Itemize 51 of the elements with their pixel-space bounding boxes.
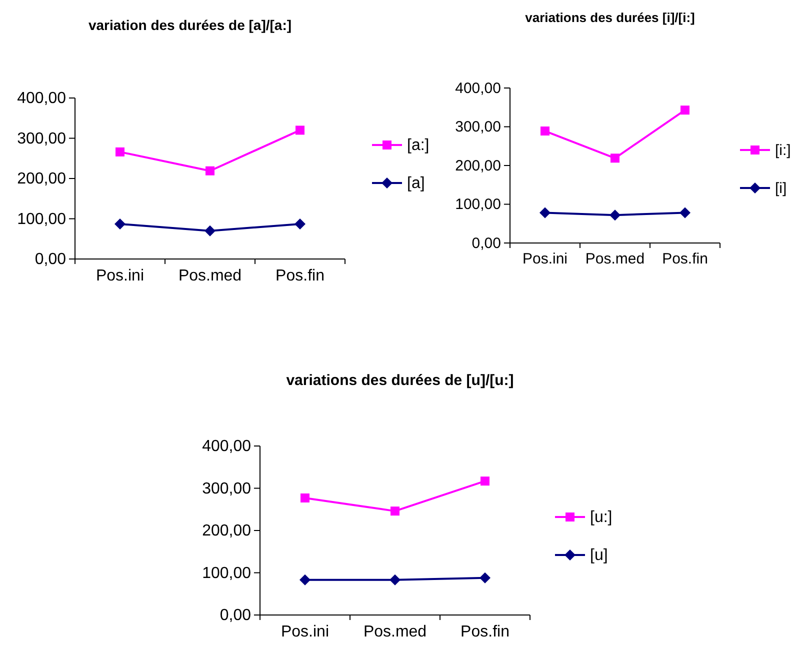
- point: [300, 493, 310, 502]
- point: [540, 126, 550, 136]
- legend-label: [i]: [775, 180, 787, 197]
- y-tick-label: 0,00: [472, 234, 501, 252]
- legend-label: [u:]: [590, 509, 612, 526]
- point: [294, 218, 306, 230]
- legend-label: [a]: [407, 175, 425, 192]
- chart-title: variation des durées de [a]/[a:]: [88, 17, 292, 33]
- point: [300, 574, 310, 586]
- y-tick-label: 100,00: [17, 210, 66, 228]
- legend-label: [i:]: [775, 142, 791, 159]
- y-tick-label: 100,00: [202, 564, 252, 582]
- point: [610, 154, 620, 163]
- y-tick-label: 200,00: [202, 522, 252, 540]
- point: [296, 126, 304, 135]
- chart-title: variations des durées [i]/[i:]: [525, 10, 695, 25]
- y-tick-label: 300,00: [202, 480, 252, 498]
- point: [114, 218, 126, 230]
- y-tick-label: 400,00: [202, 438, 252, 456]
- x-tick-label: Pos.fin: [460, 623, 510, 640]
- point: [540, 207, 550, 218]
- y-tick-label: 400,00: [455, 80, 501, 97]
- x-tick-label: Pos.fin: [662, 250, 708, 268]
- point: [206, 166, 214, 176]
- x-tick-label: Pos.med: [363, 623, 427, 640]
- x-tick-label: Pos.ini: [280, 623, 330, 640]
- y-tick-label: 200,00: [455, 157, 501, 174]
- y-tick-label: 0,00: [34, 251, 66, 268]
- chart-title: variations des durées de [u]/[u:]: [286, 372, 514, 389]
- legend-label: [u]: [590, 547, 608, 564]
- point: [480, 476, 490, 486]
- x-tick-label: Pos.med: [178, 267, 242, 284]
- point: [204, 225, 216, 236]
- y-tick-label: 400,00: [17, 90, 66, 108]
- point: [610, 210, 620, 221]
- y-tick-label: 0,00: [220, 607, 252, 624]
- x-tick-label: Pos.ini: [522, 250, 568, 268]
- point: [116, 147, 124, 156]
- x-tick-label: Pos.med: [585, 250, 645, 268]
- point: [480, 572, 490, 584]
- legend-label: [a:]: [407, 137, 430, 154]
- x-tick-label: Pos.ini: [96, 267, 144, 284]
- point: [390, 574, 400, 586]
- y-tick-label: 100,00: [455, 196, 501, 214]
- y-tick-label: 300,00: [455, 118, 501, 136]
- x-tick-label: Pos.fin: [276, 267, 324, 284]
- point: [390, 506, 400, 516]
- point: [680, 207, 690, 218]
- y-tick-label: 200,00: [17, 170, 66, 188]
- y-tick-label: 300,00: [17, 130, 66, 148]
- point: [680, 106, 690, 115]
